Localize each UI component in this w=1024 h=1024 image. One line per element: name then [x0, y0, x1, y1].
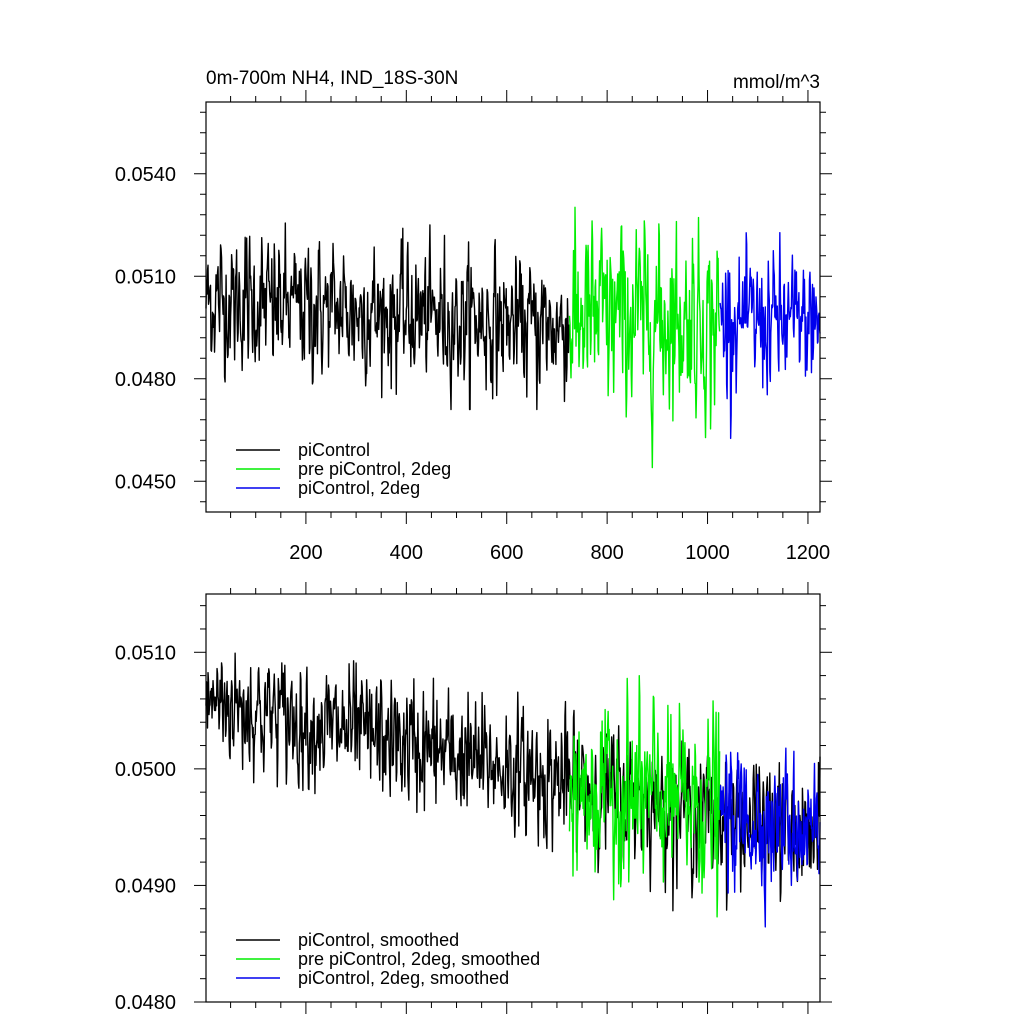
legend-label-1: pre piControl, 2deg [298, 459, 451, 479]
legend-label-0: piControl [298, 440, 370, 460]
plot-frame [205, 101, 821, 513]
legend-label-2: piControl, 2deg [298, 478, 420, 498]
series-line-0 [205, 222, 570, 411]
x-tick-label: 400 [390, 542, 423, 564]
y-tick-label: 0.0450 [115, 471, 176, 493]
chart-units: mmol/m^3 [733, 72, 820, 93]
y-tick-label: 0.0500 [115, 759, 176, 781]
x-tick-label: 200 [289, 542, 322, 564]
x-tick-label: 800 [590, 542, 623, 564]
x-tick-label: 600 [490, 542, 523, 564]
plot-frame [205, 593, 821, 1003]
series-line-1 [568, 675, 721, 918]
bottom-panel: 0.0480 0.0490 0.0500 0.0510 piControl, smoot… [115, 582, 832, 1014]
legend-label-1: pre piControl, 2deg, smoothed [298, 949, 540, 969]
y-tick-label: 0.0540 [115, 164, 176, 186]
y-tick-label: 0.0480 [115, 369, 176, 391]
y-tick-label: 0.0510 [115, 266, 176, 288]
x-tick-label: 1200 [786, 542, 831, 564]
y-tick-label: 0.0510 [115, 642, 176, 664]
x-tick-label: 1000 [685, 542, 730, 564]
y-tick-label: 0.0490 [115, 875, 176, 897]
series-line-2 [719, 231, 821, 440]
chart-title: 0m-700m NH4, IND_18S-30N [206, 68, 458, 89]
series-line-1 [568, 206, 721, 469]
legend-label-2: piControl, 2deg, smoothed [298, 968, 509, 988]
y-tick-label: 0.0480 [115, 992, 176, 1014]
top-panel: 200 400 600 800 1000 1200 0.0450 0.0480 0.0510 0.… [115, 90, 832, 564]
series-line-2 [719, 747, 821, 928]
legend-label-0: piControl, smoothed [298, 930, 459, 950]
